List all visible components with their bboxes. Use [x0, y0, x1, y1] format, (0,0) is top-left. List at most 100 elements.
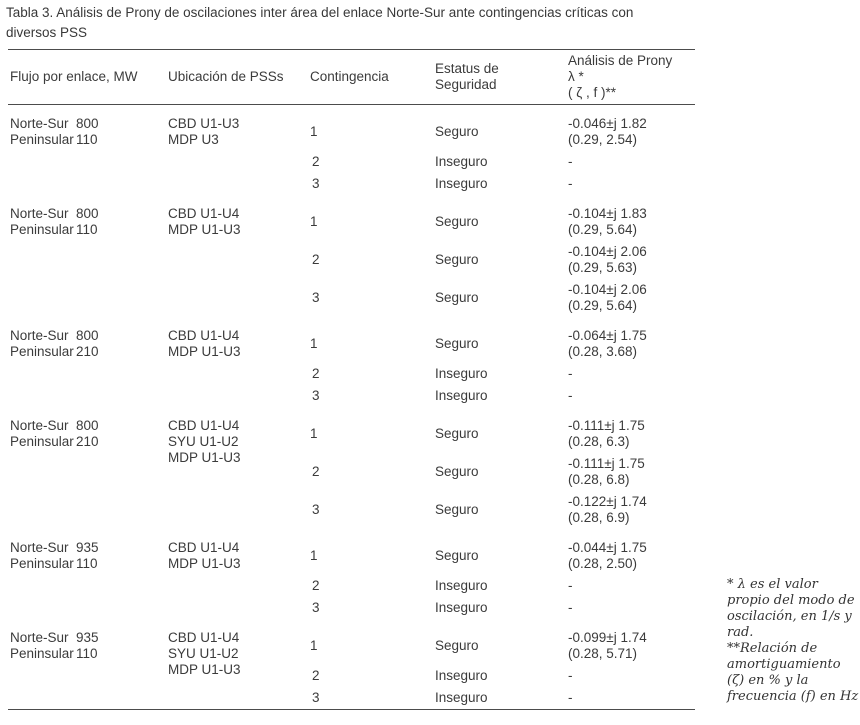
table-group: Norte-Sur 935 Peninsular 110 CBD U1-U4 MDP U1… [8, 529, 695, 619]
pss-line: MDP U1-U3 [168, 450, 241, 465]
pss-line: MDP U3 [168, 132, 219, 147]
table-row: 3 Seguro -0.122±j 1.74 (0.28, 6.9) [8, 491, 695, 529]
prony-cell: -0.122±j 1.74 (0.28, 6.9) [568, 491, 695, 529]
table-row: Norte-Sur 935 Peninsular 110 CBD U1-U4 SYU U1… [8, 619, 695, 677]
table-row: 3 Seguro -0.104±j 2.06 (0.29, 5.64) [8, 279, 695, 317]
pss-line: MDP U1-U3 [168, 662, 241, 677]
contingencia-cell: 1 [310, 426, 318, 441]
column-header-ubicacion: Ubicación de PSSs [168, 49, 310, 105]
contingencia-cell: 2 [312, 154, 320, 169]
contingencia-cell: 1 [310, 214, 318, 229]
table-row: 3 Inseguro - [8, 173, 695, 195]
prony-cell: -0.111±j 1.75 (0.28, 6.8) [568, 453, 695, 491]
table-row: 2 Inseguro - [8, 665, 695, 687]
flujo-value: 935 [76, 630, 99, 645]
prony-cell: -0.104±j 2.06 (0.29, 5.63) [568, 241, 695, 279]
prony-line: -0.122±j 1.74 [568, 494, 647, 509]
table-row: 2 Seguro -0.111±j 1.75 (0.28, 6.8) [8, 453, 695, 491]
pss-line: SYU U1-U2 [168, 434, 239, 449]
contingencia-cell: 2 [312, 464, 320, 479]
estatus-cell: Seguro [435, 214, 479, 229]
table-row: 2 Inseguro - [8, 575, 695, 597]
prony-line: - [568, 578, 573, 593]
flujo-value: 110 [76, 222, 98, 237]
pss-line: CBD U1-U4 [168, 418, 240, 433]
contingencia-cell: 1 [310, 548, 318, 563]
contingencia-cell: 3 [312, 388, 320, 403]
header-line: Ubicación de PSSs [168, 69, 284, 84]
pss-line: CBD U1-U4 [168, 206, 240, 221]
pss-cell: CBD U1-U4 MDP U1-U3 [168, 529, 310, 619]
pss-cell: CBD U1-U3 MDP U3 [168, 105, 310, 196]
pss-cell: CBD U1-U4 MDP U1-U3 [168, 195, 310, 317]
contingencia-cell: 1 [310, 336, 318, 351]
pss-line: SYU U1-U2 [168, 646, 239, 661]
prony-line: (0.28, 6.9) [568, 510, 630, 525]
header-line: ( ζ , f )** [568, 85, 616, 100]
table-row: 3 Inseguro - [8, 597, 695, 619]
estatus-cell: Seguro [435, 426, 479, 441]
prony-cell: - [568, 173, 695, 195]
prony-line: (0.29, 5.63) [568, 260, 638, 275]
estatus-cell: Inseguro [435, 690, 488, 705]
prony-line: -0.044±j 1.75 [568, 540, 647, 555]
flujo-value: 800 [76, 418, 99, 433]
table-row: Norte-Sur 935 Peninsular 110 CBD U1-U4 MDP U1… [8, 529, 695, 575]
pss-line: CBD U1-U4 [168, 630, 240, 645]
table-caption: Tabla 3. Análisis de Prony de oscilacion… [6, 3, 633, 43]
table-row: Norte-Sur 800 Peninsular 210 CBD U1-U4 MDP U1… [8, 317, 695, 363]
pss-cell: CBD U1-U4 SYU U1-U2 MDP U1-U3 [168, 407, 310, 529]
contingencia-cell: 3 [312, 600, 320, 615]
prony-line: - [568, 600, 573, 615]
prony-line: -0.099±j 1.74 [568, 630, 647, 645]
estatus-cell: Inseguro [435, 578, 488, 593]
flujo-name: Norte-Sur [10, 418, 69, 433]
prony-cell: - [568, 575, 695, 597]
flujo-line: Peninsular 210 [10, 434, 162, 450]
contingencia-cell: 1 [310, 124, 318, 139]
table-group: Norte-Sur 800 Peninsular 210 CBD U1-U4 MDP U1… [8, 317, 695, 407]
flujo-name: Norte-Sur [10, 206, 69, 221]
estatus-cell: Seguro [435, 464, 479, 479]
column-header-contingencia: Contingencia [310, 49, 435, 105]
flujo-value: 110 [76, 646, 98, 661]
flujo-name: Peninsular [10, 344, 74, 359]
column-header-estatus: Estatus de Seguridad [435, 49, 568, 105]
table-header: Flujo por enlace, MW Ubicación de PSSs Con… [8, 49, 695, 105]
pss-cell: CBD U1-U4 MDP U1-U3 [168, 317, 310, 407]
header-row: Flujo por enlace, MW Ubicación de PSSs Con… [8, 49, 695, 105]
flujo-value: 800 [76, 328, 99, 343]
flujo-name: Peninsular [10, 132, 74, 147]
flujo-name: Norte-Sur [10, 540, 69, 555]
pss-line: MDP U1-U3 [168, 556, 241, 571]
flujo-cell: Norte-Sur 800 Peninsular 210 [8, 407, 168, 529]
prony-line: -0.064±j 1.75 [568, 328, 647, 343]
flujo-line: Peninsular 110 [10, 556, 162, 572]
contingencia-cell: 2 [312, 366, 320, 381]
table-group: Norte-Sur 800 Peninsular 210 CBD U1-U4 SYU U1… [8, 407, 695, 529]
prony-cell: - [568, 363, 695, 385]
pss-line: CBD U1-U3 [168, 116, 240, 131]
contingencia-cell: 2 [312, 578, 320, 593]
flujo-name: Norte-Sur [10, 116, 69, 131]
footnote: * λ es el valor propio del modo de oscil… [727, 577, 860, 705]
flujo-line: Peninsular 210 [10, 344, 162, 360]
flujo-value: 110 [76, 556, 98, 571]
prony-cell: -0.064±j 1.75 (0.28, 3.68) [568, 317, 695, 363]
prony-line: (0.28, 2.50) [568, 556, 638, 571]
prony-line: - [568, 176, 573, 191]
estatus-cell: Inseguro [435, 176, 488, 191]
prony-line: (0.28, 3.68) [568, 344, 638, 359]
flujo-cell: Norte-Sur 935 Peninsular 110 [8, 529, 168, 619]
contingencia-cell: 3 [312, 176, 320, 191]
prony-line: (0.28, 6.8) [568, 472, 630, 487]
flujo-cell: Norte-Sur 800 Peninsular 210 [8, 317, 168, 407]
prony-line: (0.28, 5.71) [568, 646, 638, 661]
table-row: 2 Inseguro - [8, 363, 695, 385]
flujo-name: Norte-Sur [10, 630, 69, 645]
flujo-name: Peninsular [10, 222, 74, 237]
estatus-cell: Inseguro [435, 388, 488, 403]
table-row: 2 Seguro -0.104±j 2.06 (0.29, 5.63) [8, 241, 695, 279]
estatus-cell: Seguro [435, 290, 479, 305]
